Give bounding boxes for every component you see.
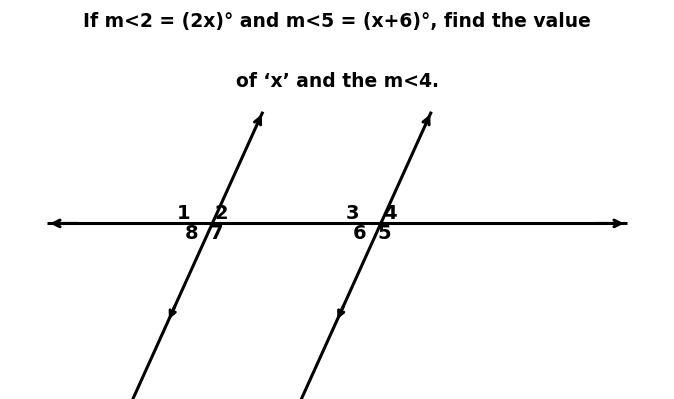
Text: of ‘x’ and the m<4.: of ‘x’ and the m<4. (235, 72, 439, 91)
Text: 7: 7 (210, 224, 223, 243)
Text: 1: 1 (177, 204, 191, 223)
Text: 5: 5 (377, 224, 392, 243)
Text: 3: 3 (346, 204, 359, 223)
Text: 6: 6 (353, 224, 367, 243)
Text: 2: 2 (215, 204, 228, 223)
Text: 8: 8 (185, 224, 198, 243)
Text: 4: 4 (384, 204, 397, 223)
Text: If m<2 = (2x)° and m<5 = (x+6)°, find the value: If m<2 = (2x)° and m<5 = (x+6)°, find th… (83, 12, 591, 31)
